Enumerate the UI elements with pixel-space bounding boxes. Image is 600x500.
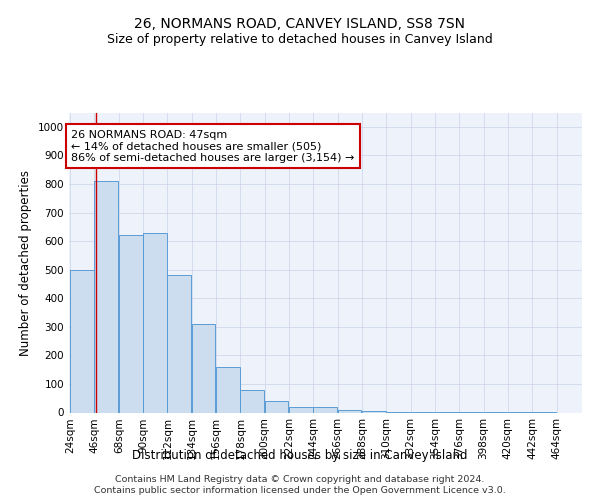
Bar [216,367,240,412]
Y-axis label: Number of detached properties: Number of detached properties [19,170,32,356]
Bar [192,324,215,412]
Bar [289,407,313,412]
Bar [265,401,289,412]
Bar [119,236,143,412]
Text: 26 NORMANS ROAD: 47sqm
← 14% of detached houses are smaller (505)
86% of semi-de: 26 NORMANS ROAD: 47sqm ← 14% of detached… [71,130,355,163]
Bar [143,232,167,412]
Text: 26, NORMANS ROAD, CANVEY ISLAND, SS8 7SN: 26, NORMANS ROAD, CANVEY ISLAND, SS8 7SN [134,18,466,32]
Text: Contains HM Land Registry data © Crown copyright and database right 2024.: Contains HM Land Registry data © Crown c… [115,475,485,484]
Text: Contains public sector information licensed under the Open Government Licence v3: Contains public sector information licen… [94,486,506,495]
Bar [362,411,386,412]
Text: Size of property relative to detached houses in Canvey Island: Size of property relative to detached ho… [107,32,493,46]
Bar [313,407,337,412]
Text: Distribution of detached houses by size in Canvey Island: Distribution of detached houses by size … [132,448,468,462]
Bar [241,390,264,412]
Bar [338,410,361,412]
Bar [94,181,118,412]
Bar [167,276,191,412]
Bar [70,270,94,412]
